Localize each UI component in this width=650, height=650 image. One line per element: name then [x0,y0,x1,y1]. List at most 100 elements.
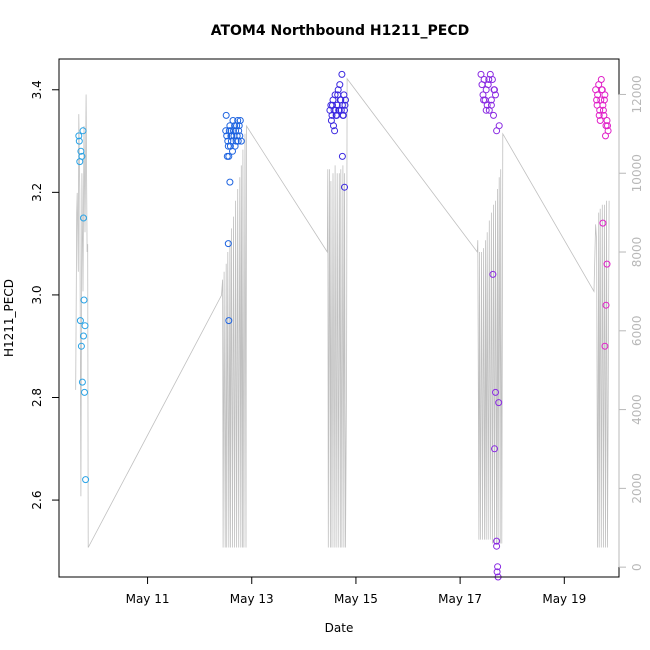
data-point-series-2 [225,317,233,325]
y2-tick-label: 4000 [630,394,644,425]
data-point-series-5 [600,96,608,104]
data-point-series-2 [222,127,230,135]
data-point-series-1 [81,322,89,330]
y-axis: 2.6 2.8 3.0 3.2 3.4 [30,80,60,510]
data-point-series-2 [236,132,244,140]
data-point-series-3 [338,70,346,78]
data-point-series-5 [594,91,602,99]
data-point-series-2 [227,127,235,135]
data-point-series-3 [337,96,345,104]
data-point-series-1 [76,317,84,325]
data-point-series-4 [489,270,497,278]
data-point-series-3 [331,127,339,135]
data-point-series-5 [595,111,603,119]
data-point-series-1 [75,132,83,140]
data-point-series-4 [495,399,503,407]
data-point-series-2 [224,240,232,248]
altitude-line-layer [75,77,610,548]
data-point-series-1 [79,127,87,135]
altitude-line [75,77,610,548]
data-point-series-1 [80,296,88,304]
x-tick-label: May 13 [230,592,274,606]
data-point-series-4 [494,563,502,571]
x-tick-label: May 17 [438,592,482,606]
data-point-series-4 [487,96,495,104]
data-point-series-2 [225,152,233,160]
data-point-series-5 [598,86,606,94]
x-tick-label: May 11 [126,592,170,606]
data-point-series-1 [81,388,88,396]
data-point-series-4 [492,388,499,396]
data-point-series-2 [226,122,234,130]
data-point-series-3 [339,111,347,119]
x-tick-label: May 19 [542,592,586,606]
data-point-series-3 [329,101,336,109]
data-point-series-1 [78,378,86,386]
data-point-series-1 [75,137,83,145]
data-point-series-4 [495,122,503,130]
data-point-series-5 [596,117,604,124]
y-tick-label: 3.4 [30,80,44,99]
y2-axis: 0 2000 4000 6000 8000 10000 12000 [618,75,644,571]
data-point-series-2 [224,142,232,150]
data-point-series-5 [599,106,607,114]
data-point-series-2 [233,132,241,140]
data-point-series-2 [231,142,239,150]
data-point-series-5 [599,219,607,227]
data-point-series-1 [78,152,86,160]
data-point-series-1 [77,147,85,155]
data-point-series-4 [485,76,493,83]
data-point-series-4 [480,76,488,83]
data-point-series-2 [233,122,241,130]
data-point-series-4 [487,101,495,109]
data-point-series-4 [488,76,496,83]
data-point-series-4 [490,111,497,119]
data-point-series-1 [80,332,87,340]
chart-title: ATOM4 Northbound H1211_PECD [211,23,470,39]
data-point-series-4 [484,81,492,89]
data-point-series-2 [226,142,234,150]
data-point-series-5 [600,111,608,119]
y-tick-label: 2.8 [30,388,44,407]
data-point-series-5 [593,101,601,109]
data-point-series-1 [80,214,87,222]
y2-tick-label: 10000 [630,154,644,192]
y-tick-label: 3.2 [30,183,44,202]
data-point-series-4 [482,106,490,114]
data-point-series-2 [226,178,234,186]
data-point-series-4 [492,91,499,99]
y2-tick-label: 6000 [630,316,644,347]
data-point-series-3 [341,183,348,191]
data-point-series-3 [340,91,348,99]
data-point-series-2 [230,127,237,135]
data-point-series-3 [336,81,344,89]
data-point-series-3 [338,152,346,160]
data-point-series-4 [493,537,501,545]
data-point-series-3 [331,91,339,99]
data-point-series-4 [480,96,488,104]
data-point-series-4 [493,568,501,576]
data-point-series-5 [602,301,610,309]
x-tick-label: May 15 [334,592,378,606]
data-point-series-4 [491,445,498,453]
data-point-series-5 [601,342,609,350]
data-point-series-2 [236,117,244,124]
data-point-series-1 [77,342,85,350]
data-point-series-3 [330,122,337,130]
x-axis-label: Date [325,621,354,635]
x-axis: May 11 May 13 May 15 May 17 May 19 [126,576,586,606]
data-point-series-4 [490,86,498,94]
y-tick-label: 2.6 [30,491,44,510]
data-point-series-4 [477,70,485,78]
data-point-series-5 [597,76,605,83]
data-point-series-5 [604,122,611,130]
y2-tick-label: 12000 [630,75,644,113]
data-point-series-3 [335,106,343,114]
y-axis-label: H1211_PECD [2,279,16,357]
data-point-series-2 [231,122,239,130]
data-point-series-3 [332,106,340,114]
data-point-series-2 [222,111,230,119]
data-point-series-1 [82,476,90,484]
data-point-series-5 [603,260,611,268]
